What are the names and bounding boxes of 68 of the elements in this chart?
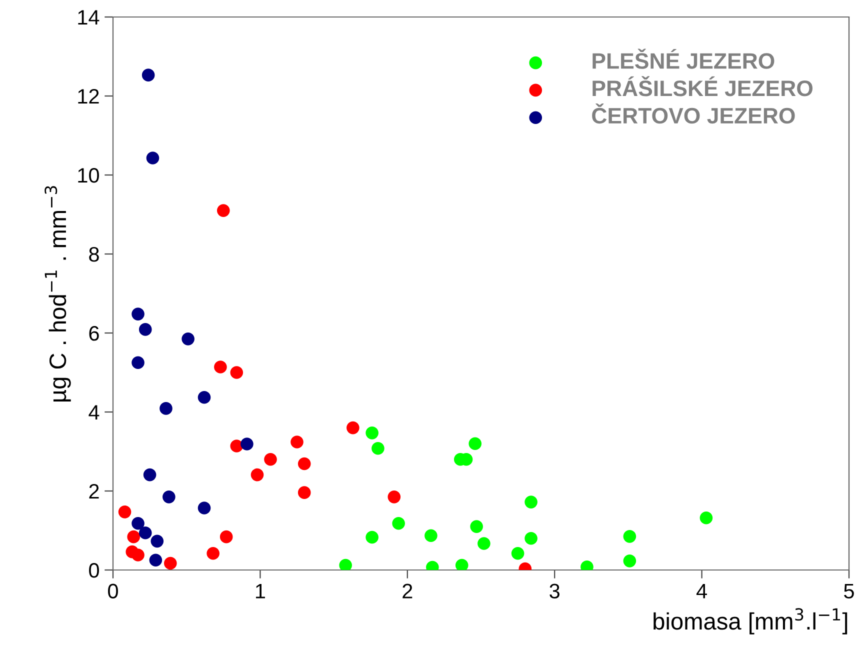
point	[127, 530, 140, 544]
point	[250, 468, 264, 482]
legend-label: ČERTOVO JEZERO	[592, 104, 795, 124]
point	[346, 421, 360, 434]
point	[230, 440, 244, 452]
point	[388, 490, 401, 504]
point	[146, 152, 160, 164]
y-tick-label: 2	[89, 484, 99, 499]
point	[132, 548, 144, 562]
point	[424, 529, 438, 542]
point	[392, 516, 405, 530]
point	[162, 490, 176, 504]
legend-label: PRÁŠILSKÉ JEZERO	[592, 76, 813, 96]
y-tick-label: 0	[89, 563, 99, 578]
x-axis-title: biomasa [mm$^{3}$.l$^{−1}$]	[654, 608, 848, 634]
point	[455, 558, 468, 570]
point	[623, 554, 636, 568]
point	[118, 506, 132, 518]
point	[217, 204, 230, 217]
y-tick-label: 8	[89, 247, 99, 262]
point	[182, 332, 194, 346]
x-tick-label: 1	[256, 584, 265, 598]
point	[298, 457, 311, 470]
point	[198, 502, 211, 514]
y-tick-label: 10	[78, 168, 99, 183]
point	[470, 520, 483, 533]
point	[366, 426, 378, 440]
point	[524, 496, 538, 508]
point	[142, 68, 155, 82]
point	[149, 554, 162, 567]
point	[230, 366, 244, 379]
x-tick-label: 5	[844, 584, 854, 598]
x-tick-label: 4	[696, 584, 707, 598]
point	[143, 468, 156, 482]
point	[132, 516, 144, 530]
point	[198, 390, 211, 404]
point	[150, 534, 164, 548]
point	[160, 402, 172, 415]
point	[138, 526, 152, 540]
point	[264, 453, 277, 466]
y-tick-label: 6	[89, 326, 99, 341]
point	[214, 360, 227, 374]
point	[240, 438, 254, 450]
point	[298, 486, 311, 499]
point	[206, 547, 220, 560]
y-axis-title: µg C . hod$^{−1}$ . mm$^{−3}$	[44, 186, 71, 402]
point	[220, 530, 233, 544]
x-tick-label: 0	[108, 584, 118, 598]
x-tick-label: 3	[550, 584, 560, 598]
point	[478, 537, 490, 550]
point	[524, 532, 538, 545]
y-tick-label: 14	[78, 10, 100, 25]
point	[339, 558, 352, 570]
point	[138, 323, 152, 336]
point	[468, 437, 482, 450]
point	[290, 436, 304, 448]
point	[132, 308, 144, 320]
point	[366, 530, 378, 544]
point	[623, 530, 636, 543]
point	[164, 556, 177, 570]
y-tick-label: 12	[78, 89, 99, 104]
point	[700, 511, 713, 524]
x-tick-label: 2	[402, 584, 412, 598]
point	[132, 356, 144, 370]
point	[511, 547, 524, 560]
legend-label: PLEŠNÉ JEZERO	[592, 48, 774, 69]
point	[372, 442, 384, 455]
y-tick-label: 4	[88, 405, 100, 420]
